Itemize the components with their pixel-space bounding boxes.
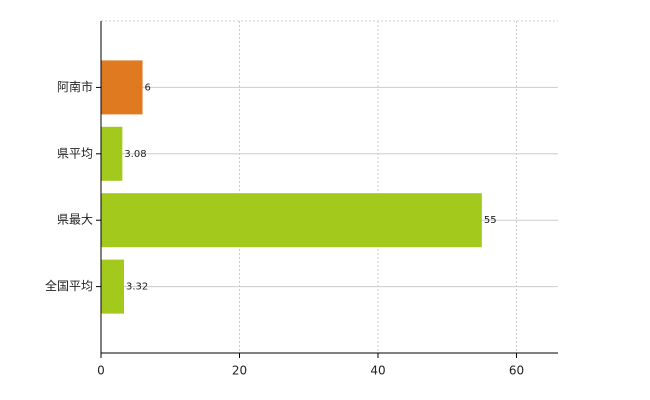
x-tick-label: 40 — [370, 364, 385, 378]
data-label: 3.08 — [124, 149, 146, 160]
bar — [101, 259, 124, 314]
bar — [101, 126, 123, 181]
x-tick-label: 60 — [509, 364, 524, 378]
y-tick-label: 県平均 — [57, 146, 93, 160]
data-label: 6 — [145, 82, 151, 93]
x-tick-label: 20 — [232, 364, 247, 378]
x-tick-label: 0 — [97, 364, 105, 378]
data-label: 3.32 — [126, 282, 148, 293]
bar — [101, 60, 143, 115]
y-tick-label: 県最大 — [57, 213, 93, 227]
y-tick-label: 全国平均 — [45, 278, 93, 293]
y-tick-label: 阿南市 — [57, 79, 93, 94]
data-label: 55 — [484, 215, 497, 226]
bar — [101, 193, 482, 248]
